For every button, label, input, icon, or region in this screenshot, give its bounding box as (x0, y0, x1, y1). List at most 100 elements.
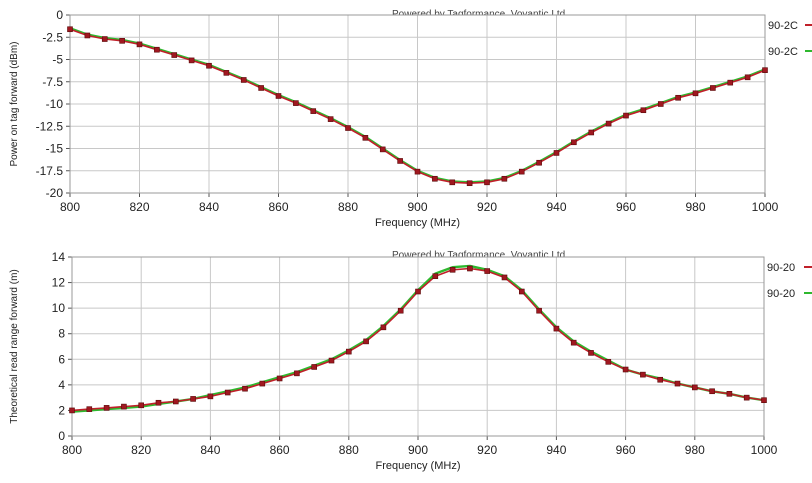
y-tick-label: -12.5 (36, 119, 64, 133)
data-point-marker (640, 107, 647, 114)
data-point-marker (466, 180, 473, 187)
x-tick-label: 940 (546, 443, 566, 457)
data-point-marker (119, 38, 125, 44)
y-tick-label: 4 (58, 378, 65, 392)
legend-entry-label: 90-20 (767, 262, 795, 274)
y-tick-label: 14 (52, 250, 66, 264)
data-point-marker (155, 399, 162, 406)
data-point-marker (328, 357, 335, 364)
data-point-marker (726, 391, 733, 397)
data-point-marker (501, 175, 508, 182)
data-point-marker (121, 403, 127, 410)
y-tick-label: -15 (46, 142, 64, 156)
x-tick-label: 840 (199, 200, 219, 214)
data-point-marker (258, 85, 264, 91)
data-point-marker (379, 146, 386, 153)
data-point-marker (657, 376, 664, 383)
data-point-marker (206, 62, 212, 69)
data-point-marker (293, 100, 299, 106)
x-tick-label: 820 (131, 443, 151, 457)
data-point-marker (69, 407, 75, 414)
data-point-marker (86, 406, 93, 412)
data-point-marker (501, 274, 508, 281)
x-tick-label: 820 (129, 200, 149, 214)
data-point-marker (223, 70, 230, 76)
data-point-marker (103, 405, 110, 411)
data-point-marker (605, 359, 612, 365)
x-tick-label: 980 (685, 200, 705, 214)
x-tick-label: 940 (546, 200, 566, 214)
data-point-marker (640, 371, 646, 378)
data-point-marker (415, 288, 421, 295)
data-point-marker (553, 150, 560, 156)
data-point-marker (138, 402, 144, 409)
plot-frame (71, 256, 765, 437)
x-tick-label: 920 (477, 443, 497, 457)
data-point-marker (345, 348, 352, 355)
data-point-marker (397, 307, 404, 314)
y-tick-label: -20 (46, 186, 64, 200)
data-point-marker (136, 41, 143, 48)
data-point-marker (67, 26, 73, 33)
data-point-marker (588, 129, 595, 136)
data-point-marker (536, 307, 542, 314)
x-tick-label: 980 (685, 443, 705, 457)
y-axis-label: Theoretical read range forward (m) (9, 269, 20, 424)
data-point-marker (449, 266, 456, 273)
read-range-chart: Powered by Tagformance, Voyantic Ltd. 80… (9, 250, 812, 472)
data-point-marker (691, 384, 698, 391)
data-point-marker (362, 135, 369, 141)
data-point-marker (311, 364, 318, 370)
data-point-marker (692, 90, 699, 97)
plot-frame (69, 14, 766, 194)
data-point-marker (743, 394, 750, 401)
data-point-marker (240, 77, 247, 83)
data-point-marker (432, 273, 439, 279)
data-point-marker (171, 52, 178, 58)
y-axis-label: Power on tag forward (dBm) (9, 41, 20, 166)
data-point-marker (762, 67, 768, 73)
data-point-marker (605, 120, 612, 127)
y-tick-label: -10 (46, 97, 64, 111)
data-point-marker (224, 389, 231, 396)
data-point-marker (84, 32, 91, 39)
data-point-marker (310, 108, 317, 114)
y-tick-label: 12 (52, 276, 66, 290)
data-point-marker (709, 388, 715, 395)
x-tick-label: 860 (270, 443, 290, 457)
data-point-marker (345, 125, 351, 131)
data-point-marker (727, 79, 734, 86)
data-point-marker (327, 116, 334, 122)
data-point-marker (363, 338, 369, 345)
data-point-marker (276, 375, 283, 382)
y-tick-label: -5 (52, 53, 63, 67)
data-point-marker (570, 339, 577, 346)
data-point-marker (744, 74, 751, 81)
data-point-marker (622, 366, 629, 373)
data-point-marker (657, 101, 664, 107)
data-point-marker (467, 265, 473, 272)
x-tick-label: 900 (408, 443, 428, 457)
data-point-marker (518, 288, 525, 295)
data-point-marker (588, 350, 594, 356)
x-tick-label: 800 (60, 200, 80, 214)
data-point-marker (518, 168, 525, 175)
data-point-marker (101, 36, 108, 42)
data-point-marker (449, 179, 456, 186)
data-point-marker (553, 325, 560, 332)
x-axis-label: Frequency (MHz) (376, 460, 461, 472)
y-tick-label: 10 (52, 301, 66, 315)
x-tick-label: 960 (616, 443, 636, 457)
data-point-marker (242, 385, 248, 392)
data-point-marker (432, 175, 438, 182)
x-tick-label: 880 (339, 443, 359, 457)
legend-entry-label: 90-2C (768, 46, 798, 58)
x-tick-label: 1000 (751, 443, 778, 457)
x-tick-label: 840 (200, 443, 220, 457)
y-tick-label: 2 (58, 403, 65, 417)
x-tick-label: 1000 (752, 200, 779, 214)
y-tick-label: 8 (58, 327, 65, 341)
x-tick-label: 800 (62, 443, 82, 457)
legend-entry-label: 90-2C (768, 20, 798, 32)
